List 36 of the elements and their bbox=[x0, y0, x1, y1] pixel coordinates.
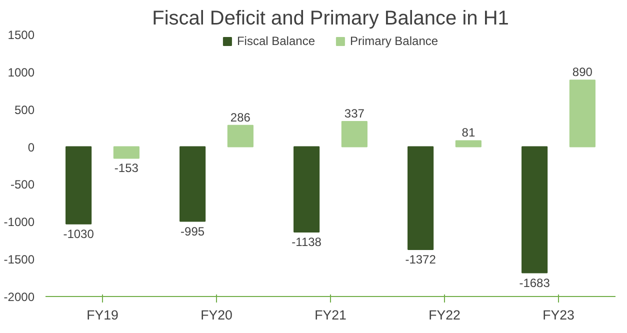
y-tick-label: 500 bbox=[14, 102, 35, 117]
bar bbox=[113, 146, 140, 159]
x-tick-label: FY21 bbox=[314, 308, 346, 322]
bar bbox=[569, 80, 596, 148]
bar bbox=[66, 146, 92, 224]
bar bbox=[227, 124, 254, 148]
x-tick-label: FY23 bbox=[542, 308, 574, 322]
y-tick-label: 1000 bbox=[8, 65, 35, 80]
data-label: -1138 bbox=[292, 234, 322, 249]
bar bbox=[294, 146, 320, 232]
bar bbox=[455, 140, 482, 148]
y-tick-label: -2000 bbox=[4, 290, 35, 304]
data-label: -1030 bbox=[63, 226, 94, 241]
bar bbox=[408, 146, 434, 250]
data-label: -1372 bbox=[405, 252, 436, 266]
data-label: 81 bbox=[462, 126, 476, 140]
bar bbox=[522, 146, 548, 274]
bar bbox=[180, 146, 206, 222]
bar bbox=[341, 121, 368, 148]
legend-label: Fiscal Balance bbox=[236, 34, 316, 48]
y-tick-label: -500 bbox=[10, 178, 35, 192]
chart-title: Fiscal Deficit and Primary Balance in H1 bbox=[152, 8, 509, 30]
x-tick-label: FY22 bbox=[428, 308, 460, 322]
data-label: 337 bbox=[344, 106, 365, 121]
x-tick-label: FY19 bbox=[86, 308, 118, 322]
legend-label: Primary Balance bbox=[350, 34, 438, 48]
y-tick-label: 1500 bbox=[8, 28, 35, 42]
data-label: -995 bbox=[180, 224, 205, 238]
data-label: 890 bbox=[572, 65, 593, 80]
x-tick-label: FY20 bbox=[200, 308, 232, 322]
data-label: -1683 bbox=[519, 276, 550, 290]
data-label: 286 bbox=[230, 110, 251, 124]
y-tick-label: 0 bbox=[28, 140, 35, 154]
y-tick-label: -1000 bbox=[4, 215, 35, 230]
data-label: -153 bbox=[114, 161, 139, 176]
y-tick-label: -1500 bbox=[4, 252, 35, 267]
